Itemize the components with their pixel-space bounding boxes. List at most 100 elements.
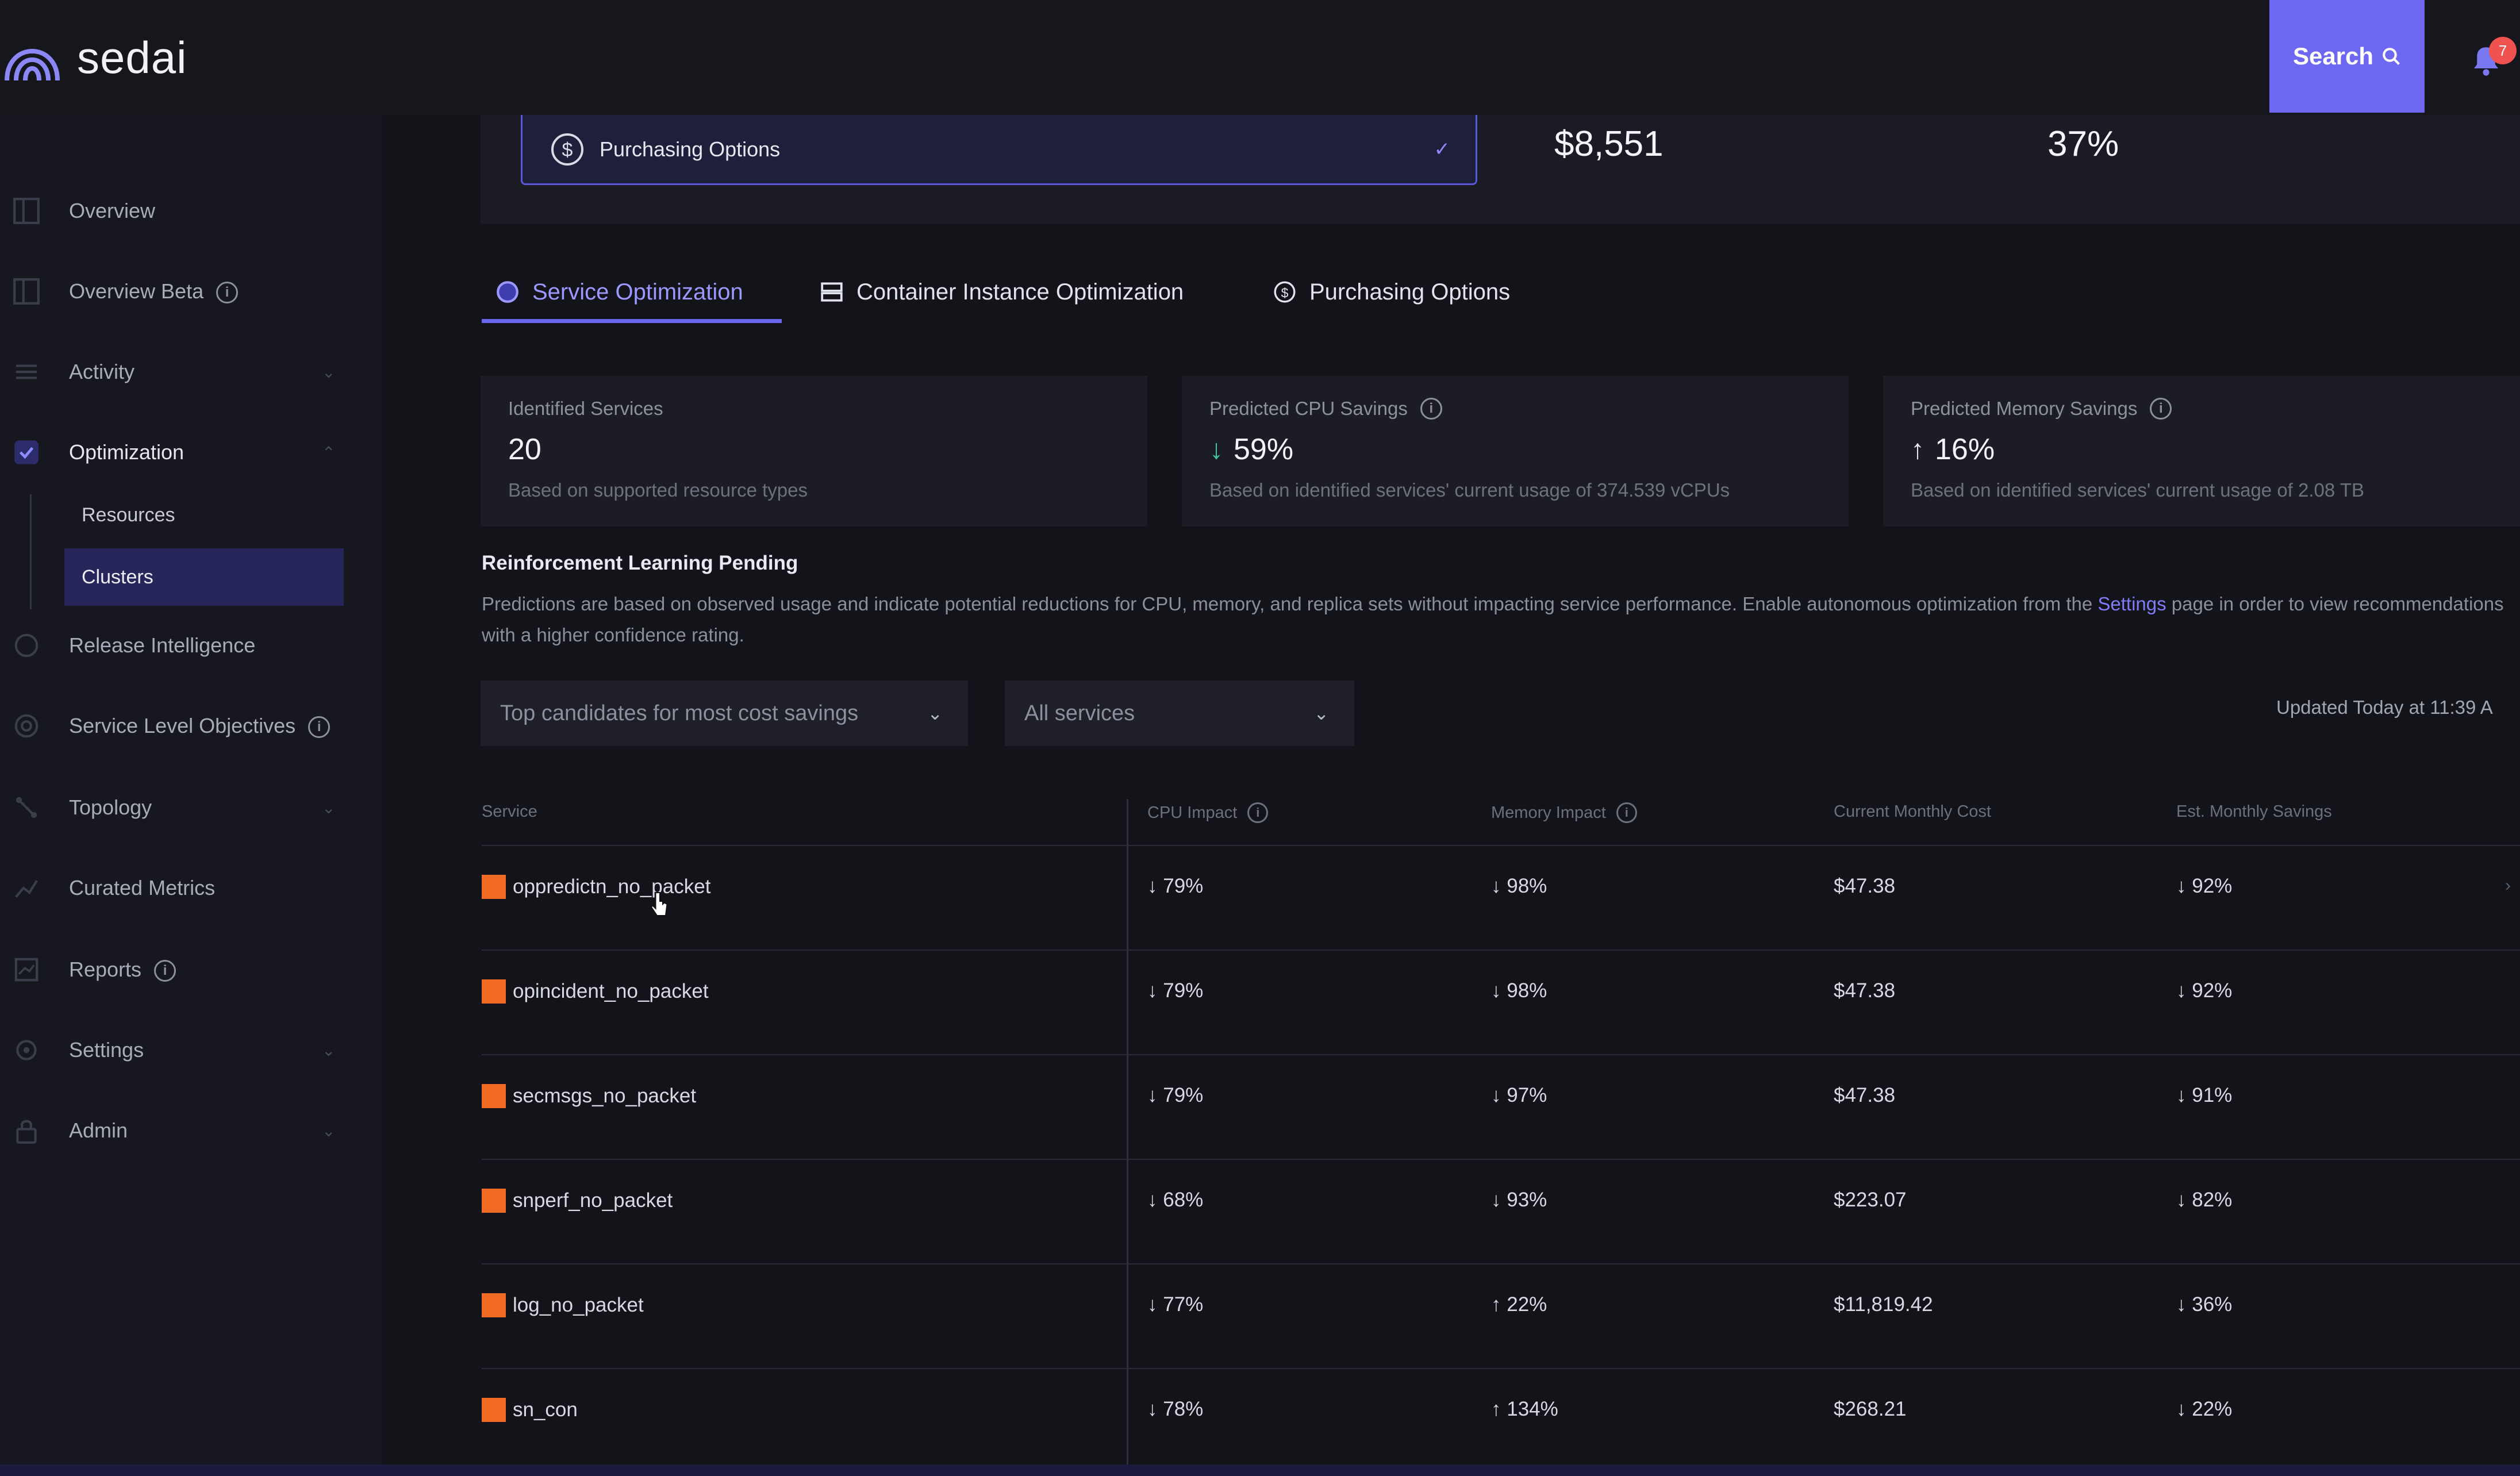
settings-link[interactable]: Settings xyxy=(2098,593,2166,614)
cpu-impact-cell: ↓ 79% xyxy=(1147,1084,1204,1106)
server-icon xyxy=(821,282,843,302)
sidebar-item-activity[interactable]: Activity ⌄ xyxy=(0,346,382,398)
column-divider xyxy=(1127,799,1128,1466)
sidebar-item-label: Reports xyxy=(69,957,142,981)
sidebar-item-curated-metrics[interactable]: Curated Metrics xyxy=(0,862,382,914)
service-cell[interactable]: secmsgs_no_packet xyxy=(482,1084,696,1108)
info-icon[interactable]: i xyxy=(308,716,331,739)
tab-service-optimization[interactable]: Service Optimization xyxy=(495,269,743,315)
column-header-memory-impact[interactable]: Memory Impact i xyxy=(1491,802,1637,823)
arrow-down-icon: ↓ xyxy=(1209,434,1223,465)
monthly-cost-cell: $47.38 xyxy=(1834,1084,1896,1106)
service-name: snperf_no_packet xyxy=(513,1189,673,1212)
dollar-icon: $ xyxy=(1274,281,1296,303)
monthly-savings-cell: ↓ 36% xyxy=(2176,1293,2233,1316)
service-cell[interactable]: snperf_no_packet xyxy=(482,1189,673,1213)
tab-purchasing-options[interactable]: $ Purchasing Options xyxy=(1273,269,1510,315)
cpu-impact-cell: ↓ 79% xyxy=(1147,875,1204,897)
sidebar-item-label: Overview Beta xyxy=(69,279,204,303)
table-row[interactable]: opincident_no_packet ↓ 79% ↓ 98% $47.38 … xyxy=(482,950,2520,1054)
monthly-cost-cell: $47.38 xyxy=(1834,979,1896,1002)
app-logo[interactable]: sedai xyxy=(0,25,187,90)
table-row[interactable]: sn_con ↓ 78% ↑ 134% $268.21 ↓ 22% xyxy=(482,1368,2520,1465)
sidebar-item-optimization[interactable]: Optimization ⌃ xyxy=(0,426,382,478)
service-icon xyxy=(497,281,518,303)
memory-impact-cell: ↓ 98% xyxy=(1491,979,1547,1002)
app-name: sedai xyxy=(77,32,187,83)
service-marker-icon xyxy=(482,1398,506,1422)
info-icon[interactable]: i xyxy=(1616,802,1637,823)
dashboard-icon xyxy=(13,198,40,224)
sort-dropdown[interactable]: Top candidates for most cost savings ⌄ xyxy=(481,681,968,746)
column-header-label: Service xyxy=(482,802,537,821)
top-bar: sedai Search 7 xyxy=(0,0,2520,115)
tab-label: Purchasing Options xyxy=(1309,279,1511,305)
service-cell[interactable]: opincident_no_packet xyxy=(482,979,709,1004)
sidebar-subitem-clusters[interactable]: Clusters xyxy=(64,548,344,606)
monthly-savings-cell: ↓ 91% xyxy=(2176,1084,2233,1106)
column-header-service[interactable]: Service xyxy=(482,802,537,821)
sidebar-subitem-resources[interactable]: Resources xyxy=(64,486,175,544)
sidebar-item-overview[interactable]: Overview xyxy=(0,185,382,237)
info-icon[interactable]: i xyxy=(2150,398,2172,420)
sidebar-item-label: Release Intelligence xyxy=(69,633,256,657)
report-icon xyxy=(14,958,39,982)
sidebar-item-overview-beta[interactable]: Overview Beta i xyxy=(0,266,382,317)
summary-value-cost: $8,551 xyxy=(1554,124,1664,164)
search-button[interactable]: Search xyxy=(2269,0,2425,113)
service-cell[interactable]: sn_con xyxy=(482,1398,578,1422)
service-filter-dropdown[interactable]: All services ⌄ xyxy=(1005,681,1354,746)
chevron-right-icon[interactable]: › xyxy=(2505,876,2511,895)
sidebar-item-service-level-objectives[interactable]: Service Level Objectives i xyxy=(0,700,382,752)
stat-title: Predicted Memory Savings xyxy=(1911,398,2138,419)
info-icon[interactable]: i xyxy=(216,282,239,304)
memory-impact-cell: ↑ 22% xyxy=(1491,1293,1547,1316)
target-icon xyxy=(14,714,39,738)
info-icon[interactable]: i xyxy=(154,960,176,982)
dollar-icon: $ xyxy=(551,133,583,166)
notice-text: Predictions are based on observed usage … xyxy=(482,589,2517,651)
sort-dropdown-label: Top candidates for most cost savings xyxy=(500,701,859,725)
sidebar-item-release-intelligence[interactable]: Release Intelligence xyxy=(0,620,382,671)
table-row[interactable]: oppredictn_no_packet ↓ 79% ↓ 98% $47.38 … xyxy=(482,845,2520,950)
column-header-label: Current Monthly Cost xyxy=(1834,802,1991,821)
sidebar-item-reports[interactable]: Reports i xyxy=(0,944,382,995)
stat-value: 59% xyxy=(1234,433,1294,466)
table-row[interactable]: snperf_no_packet ↓ 68% ↓ 93% $223.07 ↓ 8… xyxy=(482,1159,2520,1263)
service-cell[interactable]: log_no_packet xyxy=(482,1293,644,1317)
service-cell[interactable]: oppredictn_no_packet xyxy=(482,875,710,899)
column-header-est-monthly-savings[interactable]: Est. Monthly Savings xyxy=(2176,802,2332,821)
sidebar-item-settings[interactable]: Settings ⌄ xyxy=(0,1024,382,1076)
tab-label: Service Optimization xyxy=(532,279,743,305)
service-name: log_no_packet xyxy=(513,1294,644,1316)
column-header-cpu-impact[interactable]: CPU Impact i xyxy=(1147,802,1269,823)
service-marker-icon xyxy=(482,1293,506,1317)
chevron-down-icon: ⌄ xyxy=(322,1041,336,1059)
bottom-strip xyxy=(0,1465,2520,1476)
column-header-current-monthly-cost[interactable]: Current Monthly Cost xyxy=(1834,802,1991,821)
optimization-icon xyxy=(14,440,39,464)
chevron-down-icon: ⌄ xyxy=(322,798,336,817)
chevron-down-icon: ⌄ xyxy=(927,703,943,724)
table-row[interactable]: secmsgs_no_packet ↓ 79% ↓ 97% $47.38 ↓ 9… xyxy=(482,1054,2520,1159)
sidebar: Overview Overview Beta i Activity ⌄ Optim… xyxy=(0,115,382,1476)
service-marker-icon xyxy=(482,1189,506,1213)
cpu-impact-cell: ↓ 78% xyxy=(1147,1398,1204,1420)
table-row[interactable]: log_no_packet ↓ 77% ↑ 22% $11,819.42 ↓ 3… xyxy=(482,1263,2520,1368)
monthly-cost-cell: $47.38 xyxy=(1834,875,1896,897)
sidebar-item-admin[interactable]: Admin ⌄ xyxy=(0,1105,382,1156)
purchasing-options-dropdown[interactable]: $ Purchasing Options ✓ xyxy=(521,115,1477,185)
stat-subtext: Based on supported resource types xyxy=(508,479,808,501)
info-icon[interactable]: i xyxy=(1247,802,1269,823)
stat-value: 16% xyxy=(1935,433,1995,466)
memory-impact-cell: ↓ 98% xyxy=(1491,875,1547,897)
sidebar-item-topology[interactable]: Topology ⌄ xyxy=(0,782,382,833)
tab-container-instance-optimization[interactable]: Container Instance Optimization xyxy=(820,269,1184,315)
service-marker-icon xyxy=(482,1084,506,1108)
gear-icon xyxy=(16,1040,37,1060)
cpu-impact-cell: ↓ 68% xyxy=(1147,1189,1204,1211)
check-icon: ✓ xyxy=(1434,138,1451,160)
info-icon[interactable]: i xyxy=(1420,398,1442,420)
service-filter-label: All services xyxy=(1024,701,1135,725)
monthly-savings-cell: ↓ 92% xyxy=(2176,979,2233,1002)
